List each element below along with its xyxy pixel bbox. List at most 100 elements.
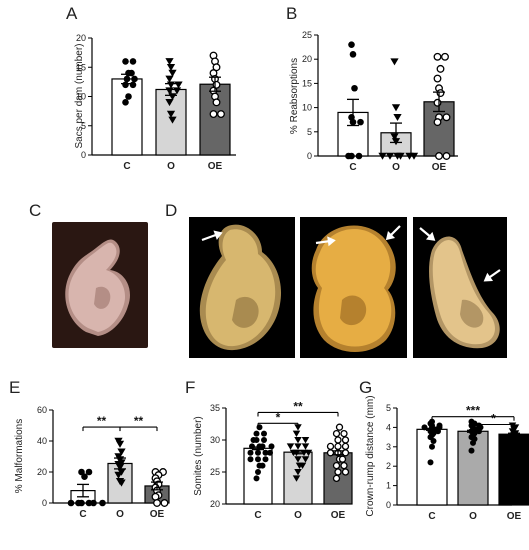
bar-oe — [498, 433, 529, 506]
data-point — [468, 447, 475, 454]
data-point — [85, 468, 93, 476]
data-point — [90, 499, 97, 507]
data-point — [292, 430, 301, 437]
significance-label: ** — [97, 414, 107, 428]
significance-label: * — [491, 411, 496, 425]
data-point — [436, 64, 445, 73]
x-category-label: O — [294, 510, 302, 521]
x-category-label: O — [167, 161, 175, 172]
bar-c — [111, 78, 143, 156]
y-tick-label: 20 — [210, 499, 220, 509]
y-axis-label: Crown-rump distance (mm) — [365, 395, 376, 516]
data-point — [99, 499, 106, 507]
data-point — [341, 436, 350, 444]
chart-reabsorptions: 0 5 10 15 20 25 % Reabsorptions C O OE — [289, 30, 458, 173]
data-point — [122, 99, 129, 106]
data-point — [122, 58, 129, 65]
significance-label: ** — [293, 399, 303, 413]
data-point — [338, 455, 347, 463]
data-point — [390, 58, 399, 66]
data-point — [247, 449, 254, 456]
data-point — [351, 84, 358, 92]
data-point — [427, 459, 434, 466]
data-point — [385, 152, 395, 160]
data-point — [261, 430, 267, 437]
y-axis-label: Sacs per dam (number) — [74, 43, 85, 148]
data-point — [125, 93, 132, 100]
x-category-label: OE — [507, 511, 522, 522]
data-point — [294, 437, 302, 444]
data-point — [259, 462, 266, 469]
data-point — [332, 429, 341, 438]
significance-label: ** — [134, 414, 144, 428]
x-category-label: C — [79, 509, 86, 520]
data-point — [409, 152, 419, 160]
x-category-label: OE — [150, 509, 165, 520]
y-tick-label: 5 — [307, 127, 312, 137]
x-category-label: C — [428, 511, 435, 522]
data-point — [433, 52, 442, 61]
data-point — [294, 424, 302, 431]
data-point — [262, 449, 269, 456]
data-point — [442, 152, 451, 160]
panel-label-c: C — [29, 201, 41, 220]
data-point — [131, 75, 138, 83]
data-point — [340, 461, 348, 470]
y-tick-label: 25 — [210, 467, 220, 477]
embryo-photo-d1 — [189, 217, 295, 358]
data-point — [122, 81, 129, 89]
significance-label: * — [276, 410, 281, 424]
x-category-label: OE — [208, 161, 223, 172]
data-point — [212, 98, 221, 107]
data-point — [294, 469, 302, 476]
data-point — [334, 436, 342, 444]
data-point — [262, 456, 269, 463]
data-point — [441, 52, 449, 61]
y-axis-label: % Reabsorptions — [289, 58, 300, 134]
significance-label: *** — [466, 404, 480, 418]
data-point — [435, 152, 443, 160]
x-category-label: O — [116, 509, 124, 520]
y-tick-label: 10 — [76, 92, 86, 102]
y-axis-label: % Malformations — [14, 419, 25, 493]
y-tick-label: 1 — [386, 481, 391, 491]
data-point — [209, 110, 218, 118]
data-point — [332, 461, 341, 470]
data-point — [292, 475, 301, 482]
data-point — [301, 456, 310, 463]
y-tick-label: 0 — [386, 500, 391, 510]
embryo-photo-d3 — [413, 217, 507, 358]
data-point — [256, 424, 263, 431]
data-point — [165, 58, 174, 66]
data-point — [114, 471, 123, 479]
y-tick-label: 20 — [76, 33, 86, 43]
x-category-label: O — [469, 511, 477, 522]
data-point — [166, 63, 176, 71]
y-tick-label: 5 — [386, 403, 391, 413]
data-point — [396, 152, 405, 160]
panel-label-g: G — [359, 378, 372, 397]
data-point — [341, 442, 350, 451]
data-point — [334, 442, 342, 451]
panel-label-b: B — [286, 4, 297, 23]
data-point — [429, 443, 435, 450]
data-point — [326, 442, 335, 451]
data-point — [217, 110, 225, 118]
panel-label-a: A — [66, 4, 78, 23]
data-point — [286, 443, 295, 450]
data-point — [341, 468, 350, 476]
data-point — [433, 98, 442, 107]
y-tick-label: 15 — [76, 62, 86, 72]
y-tick-label: 0 — [81, 150, 86, 160]
data-point — [172, 87, 182, 95]
y-tick-label: 20 — [37, 467, 47, 477]
y-tick-label: 0 — [42, 498, 47, 508]
chart-malformations: 0 20 40 60 % Malformations C O OE ** ** — [14, 405, 170, 520]
y-tick-label: 40 — [37, 436, 47, 446]
x-category-label: C — [349, 162, 356, 173]
data-point — [335, 423, 344, 431]
data-point — [165, 75, 174, 83]
